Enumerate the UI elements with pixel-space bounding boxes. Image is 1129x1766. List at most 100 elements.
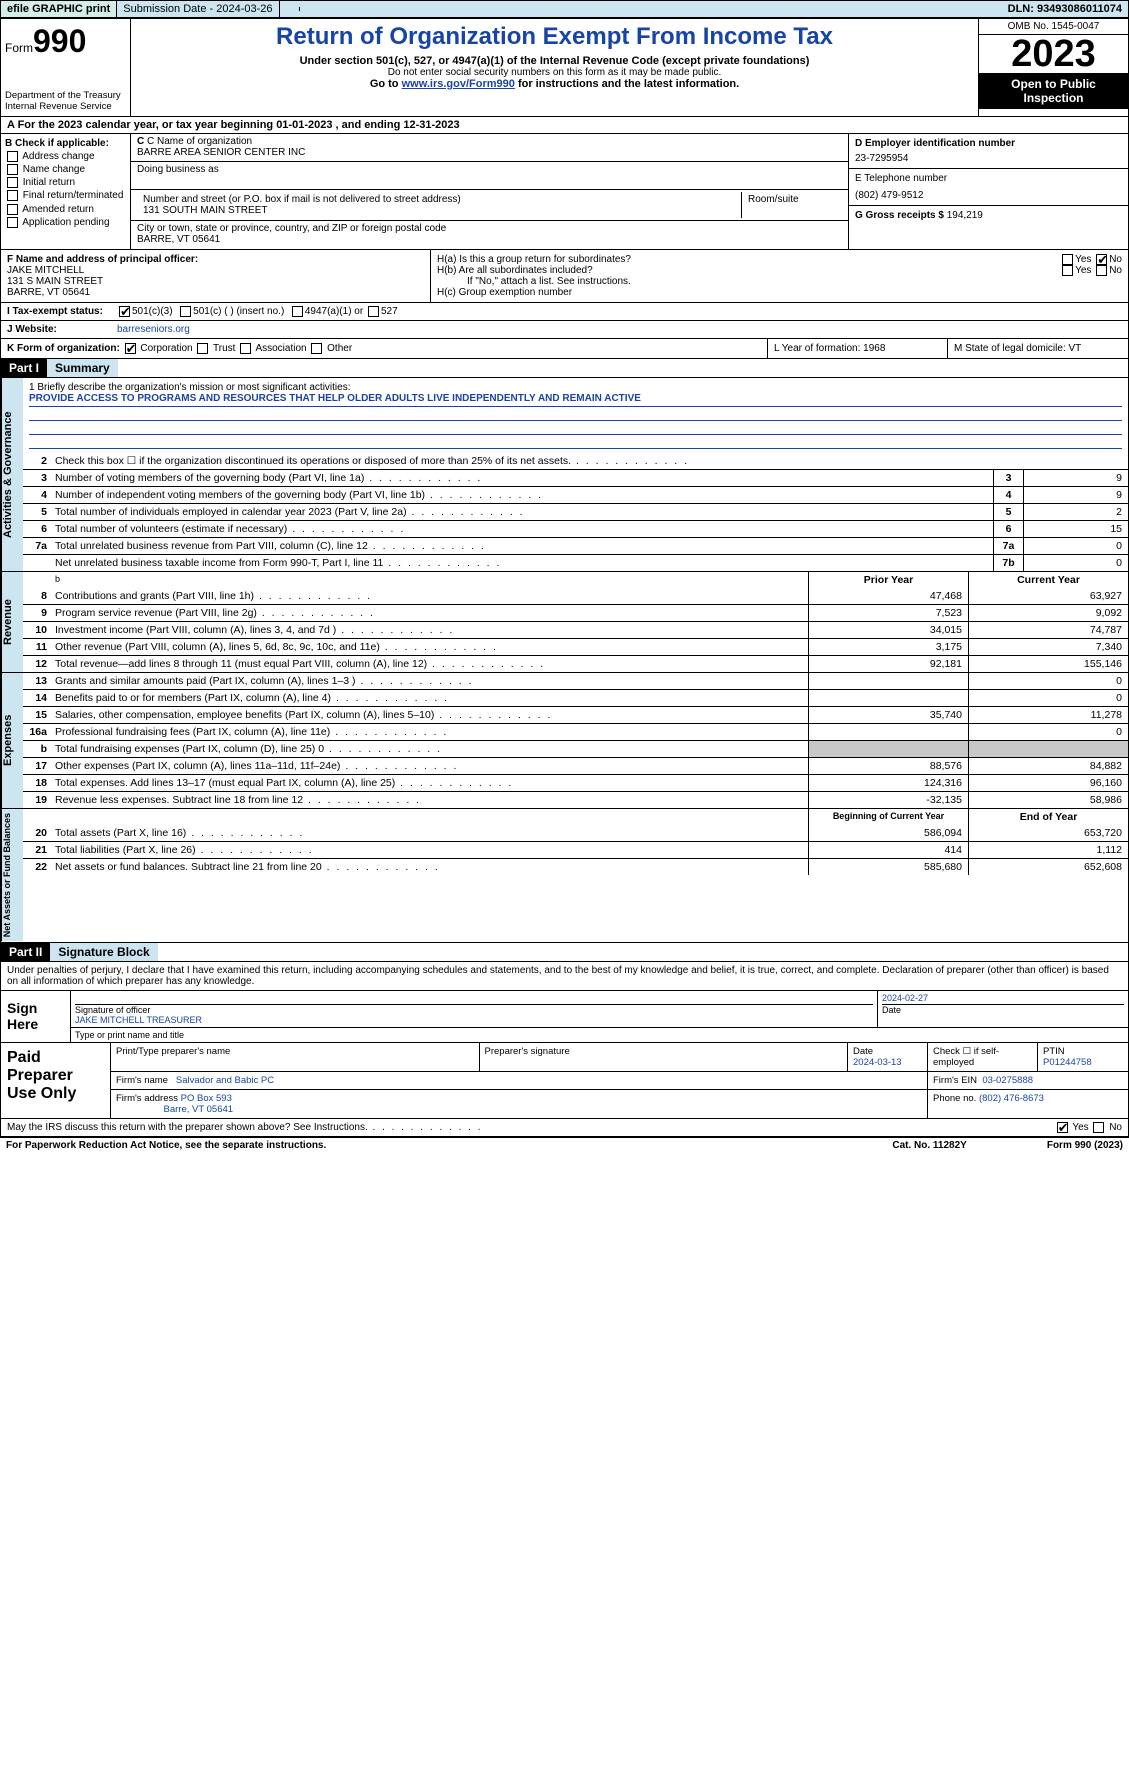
line-8: 8Contributions and grants (Part VIII, li…: [23, 588, 1128, 604]
cb-address[interactable]: [7, 151, 18, 162]
col-c: C C Name of organization BARRE AREA SENI…: [131, 134, 848, 249]
sig-declaration: Under penalties of perjury, I declare th…: [1, 961, 1128, 990]
line-22: 22Net assets or fund balances. Subtract …: [23, 858, 1128, 875]
gov-line-7a: 7aTotal unrelated business revenue from …: [23, 537, 1128, 554]
col-de: D Employer identification number 23-7295…: [848, 134, 1128, 249]
cb-name[interactable]: [7, 164, 18, 175]
line-9: 9Program service revenue (Part VIII, lin…: [23, 604, 1128, 621]
subtitle-3: Go to www.irs.gov/Form990 for instructio…: [135, 78, 974, 90]
open-to-public: Open to Public Inspection: [979, 73, 1128, 109]
row-i: I Tax-exempt status: 501(c)(3) 501(c) ( …: [1, 302, 1128, 320]
vtab-netassets: Net Assets or Fund Balances: [1, 809, 23, 941]
na-header: Beginning of Current YearEnd of Year: [23, 809, 1128, 825]
spacer: [280, 7, 300, 11]
state-domicile: M State of legal domicile: VT: [948, 339, 1128, 358]
header: Form990 Department of the Treasury Inter…: [1, 19, 1128, 116]
line-11: 11Other revenue (Part VIII, column (A), …: [23, 638, 1128, 655]
footer: For Paperwork Reduction Act Notice, see …: [0, 1137, 1129, 1153]
officer-city: BARRE, VT 05641: [7, 287, 424, 298]
cb-hb-yes[interactable]: [1062, 265, 1073, 276]
officer-street: 131 S MAIN STREET: [7, 276, 424, 287]
sign-here: Sign Here Signature of officer JAKE MITC…: [1, 990, 1128, 1042]
gov-line-4: 4Number of independent voting members of…: [23, 486, 1128, 503]
paid-preparer: Paid Preparer Use Only Print/Type prepar…: [1, 1042, 1128, 1118]
col-b-checkboxes: B Check if applicable: Address change Na…: [1, 134, 131, 249]
part1-header: Part ISummary: [1, 358, 1128, 377]
gov-line-: Net unrelated business taxable income fr…: [23, 554, 1128, 571]
hb-label: H(b) Are all subordinates included?: [437, 265, 593, 276]
cb-other[interactable]: [311, 343, 322, 354]
org-name-label: C C Name of organization: [137, 136, 842, 147]
phone-label: E Telephone number: [855, 173, 1122, 184]
mission-text: PROVIDE ACCESS TO PROGRAMS AND RESOURCES…: [29, 393, 1122, 407]
submission-date: Submission Date - 2024-03-26: [117, 1, 279, 17]
dept-label: Department of the Treasury Internal Reve…: [5, 90, 126, 112]
cb-527[interactable]: [368, 306, 379, 317]
room-label: Room/suite: [742, 192, 842, 218]
gross-label: G Gross receipts $: [855, 210, 944, 221]
org-name: BARRE AREA SENIOR CENTER INC: [137, 147, 842, 158]
efile-print-button[interactable]: efile GRAPHIC print: [1, 1, 117, 17]
phone: (802) 479-9512: [855, 184, 1122, 201]
row-fh: F Name and address of principal officer:…: [1, 249, 1128, 302]
cb-501c[interactable]: [180, 306, 191, 317]
vtab-expenses: Expenses: [1, 673, 23, 808]
cb-4947[interactable]: [292, 306, 303, 317]
cb-assoc[interactable]: [240, 343, 251, 354]
mission-block: 1 Briefly describe the organization's mi…: [23, 378, 1128, 453]
discuss-row: May the IRS discuss this return with the…: [1, 1118, 1128, 1136]
form-title: Return of Organization Exempt From Incom…: [135, 23, 974, 51]
vtab-revenue: Revenue: [1, 572, 23, 672]
part2-header: Part IISignature Block: [1, 942, 1128, 961]
cb-trust[interactable]: [197, 343, 208, 354]
line-14: 14Benefits paid to or for members (Part …: [23, 689, 1128, 706]
officer-name: JAKE MITCHELL: [7, 265, 424, 276]
cb-discuss-yes[interactable]: [1057, 1122, 1068, 1133]
street: 131 SOUTH MAIN STREET: [143, 205, 735, 216]
sig-date: 2024-02-27: [882, 993, 1124, 1005]
cb-amended[interactable]: [7, 204, 18, 215]
cb-application[interactable]: [7, 217, 18, 228]
city: BARRE, VT 05641: [137, 234, 842, 245]
ha-label: H(a) Is this a group return for subordin…: [437, 254, 631, 265]
gov-line-3: 3Number of voting members of the governi…: [23, 469, 1128, 486]
cb-ha-yes[interactable]: [1062, 254, 1073, 265]
dba-label: Doing business as: [131, 162, 848, 190]
cb-discuss-no[interactable]: [1093, 1122, 1104, 1133]
line-19: 19Revenue less expenses. Subtract line 1…: [23, 791, 1128, 808]
line-13: 13Grants and similar amounts paid (Part …: [23, 673, 1128, 689]
subtitle-2: Do not enter social security numbers on …: [135, 67, 974, 78]
cb-final[interactable]: [7, 190, 18, 201]
row-a-tax-year: A For the 2023 calendar year, or tax yea…: [1, 116, 1128, 133]
ein: 23-7295954: [855, 149, 1122, 164]
vtab-governance: Activities & Governance: [1, 378, 23, 571]
grid-bcde: B Check if applicable: Address change Na…: [1, 133, 1128, 249]
line-20: 20Total assets (Part X, line 16)586,0946…: [23, 825, 1128, 841]
website[interactable]: barreseniors.org: [117, 324, 190, 335]
cb-ha-no[interactable]: [1096, 254, 1107, 265]
line-16a: 16aProfessional fundraising fees (Part I…: [23, 723, 1128, 740]
city-label: City or town, state or province, country…: [137, 223, 842, 234]
cb-501c3[interactable]: [119, 306, 130, 317]
gross-receipts: 194,219: [947, 210, 983, 221]
line-15: 15Salaries, other compensation, employee…: [23, 706, 1128, 723]
line-b: bTotal fundraising expenses (Part IX, co…: [23, 740, 1128, 757]
cb-initial[interactable]: [7, 177, 18, 188]
irs-link[interactable]: www.irs.gov/Form990: [402, 78, 515, 90]
line-18: 18Total expenses. Add lines 13–17 (must …: [23, 774, 1128, 791]
line-10: 10Investment income (Part VIII, column (…: [23, 621, 1128, 638]
ein-label: D Employer identification number: [855, 138, 1122, 149]
officer-sig-name: JAKE MITCHELL TREASURER: [75, 1015, 873, 1025]
dln: DLN: 93493086011074: [1002, 1, 1128, 17]
street-label: Number and street (or P.O. box if mail i…: [143, 194, 735, 205]
officer-label: F Name and address of principal officer:: [7, 254, 424, 265]
cb-corp[interactable]: [125, 343, 136, 354]
tax-year: 2023: [979, 35, 1128, 73]
line-17: 17Other expenses (Part IX, column (A), l…: [23, 757, 1128, 774]
row-klm: K Form of organization: Corporation Trus…: [1, 338, 1128, 358]
hc-label: H(c) Group exemption number: [437, 287, 1122, 298]
year-formation: L Year of formation: 1968: [768, 339, 948, 358]
cb-hb-no[interactable]: [1096, 265, 1107, 276]
form-wrapper: Form990 Department of the Treasury Inter…: [0, 18, 1129, 1137]
line-12: 12Total revenue—add lines 8 through 11 (…: [23, 655, 1128, 672]
